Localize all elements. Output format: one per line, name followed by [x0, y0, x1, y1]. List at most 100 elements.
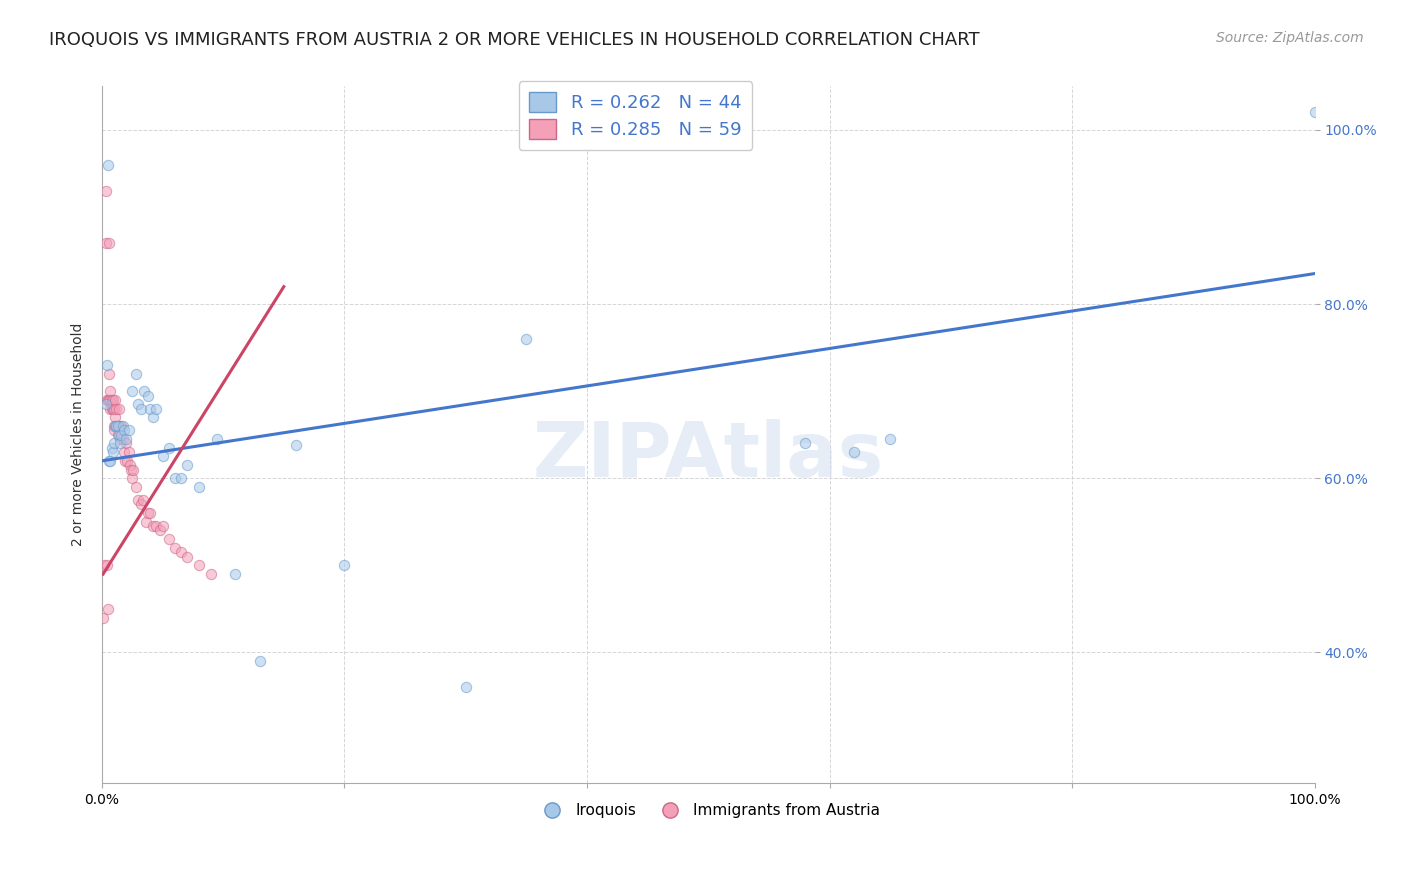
Point: [157, 532, 180, 546]
Point: [224, 567, 246, 582]
Point: [121, 384, 143, 399]
Point: [103, 423, 125, 437]
Point: [135, 515, 157, 529]
Point: [103, 419, 125, 434]
Point: [103, 436, 125, 450]
Point: [117, 454, 139, 468]
Point: [115, 436, 138, 450]
Point: [105, 419, 128, 434]
Point: [100, 454, 122, 468]
Point: [111, 432, 134, 446]
Point: [125, 367, 148, 381]
Point: [176, 549, 198, 564]
Point: [107, 427, 129, 442]
Point: [91, 610, 114, 624]
Point: [136, 506, 159, 520]
Point: [879, 432, 901, 446]
Point: [170, 545, 193, 559]
Point: [108, 427, 131, 442]
Point: [98, 454, 121, 468]
Point: [176, 458, 198, 473]
Point: [110, 419, 132, 434]
Point: [98, 236, 121, 251]
Point: [94, 184, 117, 198]
Y-axis label: 2 or more Vehicles in Household: 2 or more Vehicles in Household: [72, 323, 86, 547]
Point: [100, 392, 122, 407]
Point: [112, 445, 135, 459]
Point: [108, 419, 131, 434]
Point: [107, 419, 129, 434]
Point: [117, 423, 139, 437]
Legend: Iroquois, Immigrants from Austria: Iroquois, Immigrants from Austria: [531, 797, 886, 824]
Point: [142, 410, 165, 425]
Point: [100, 401, 122, 416]
Point: [249, 654, 271, 668]
Point: [157, 441, 180, 455]
Point: [98, 392, 121, 407]
Point: [114, 454, 136, 468]
Point: [101, 445, 124, 459]
Point: [100, 392, 122, 407]
Point: [127, 397, 149, 411]
Point: [136, 388, 159, 402]
Point: [145, 401, 167, 416]
Point: [110, 427, 132, 442]
Point: [105, 401, 128, 416]
Point: [205, 432, 228, 446]
Point: [108, 401, 131, 416]
Point: [333, 558, 356, 573]
Point: [187, 558, 209, 573]
Point: [1303, 105, 1326, 120]
Text: ZIPAtlas: ZIPAtlas: [533, 418, 884, 492]
Point: [145, 519, 167, 533]
Point: [125, 480, 148, 494]
Point: [101, 392, 124, 407]
Point: [842, 445, 865, 459]
Point: [111, 419, 134, 434]
Point: [200, 567, 222, 582]
Point: [139, 401, 162, 416]
Point: [163, 471, 186, 485]
Point: [100, 441, 122, 455]
Point: [93, 558, 115, 573]
Point: [108, 432, 131, 446]
Point: [454, 680, 477, 694]
Point: [115, 432, 138, 446]
Point: [103, 401, 125, 416]
Point: [129, 401, 152, 416]
Point: [107, 419, 129, 434]
Point: [149, 524, 172, 538]
Point: [129, 497, 152, 511]
Point: [101, 401, 124, 416]
Point: [120, 462, 142, 476]
Point: [104, 410, 127, 425]
Point: [94, 236, 117, 251]
Point: [96, 392, 118, 407]
Point: [97, 602, 120, 616]
Point: [794, 436, 817, 450]
Point: [104, 419, 127, 434]
Point: [152, 450, 174, 464]
Point: [97, 158, 120, 172]
Point: [163, 541, 186, 555]
Point: [112, 423, 135, 437]
Point: [118, 458, 141, 473]
Point: [100, 401, 122, 416]
Point: [142, 519, 165, 533]
Point: [284, 438, 307, 452]
Point: [127, 493, 149, 508]
Point: [94, 397, 117, 411]
Point: [122, 462, 145, 476]
Point: [97, 392, 120, 407]
Point: [515, 332, 537, 346]
Point: [152, 519, 174, 533]
Point: [139, 506, 162, 520]
Point: [100, 397, 122, 411]
Point: [104, 392, 127, 407]
Point: [96, 358, 118, 372]
Point: [117, 445, 139, 459]
Text: IROQUOIS VS IMMIGRANTS FROM AUSTRIA 2 OR MORE VEHICLES IN HOUSEHOLD CORRELATION : IROQUOIS VS IMMIGRANTS FROM AUSTRIA 2 OR…: [49, 31, 980, 49]
Point: [121, 471, 143, 485]
Point: [187, 480, 209, 494]
Text: Source: ZipAtlas.com: Source: ZipAtlas.com: [1216, 31, 1364, 45]
